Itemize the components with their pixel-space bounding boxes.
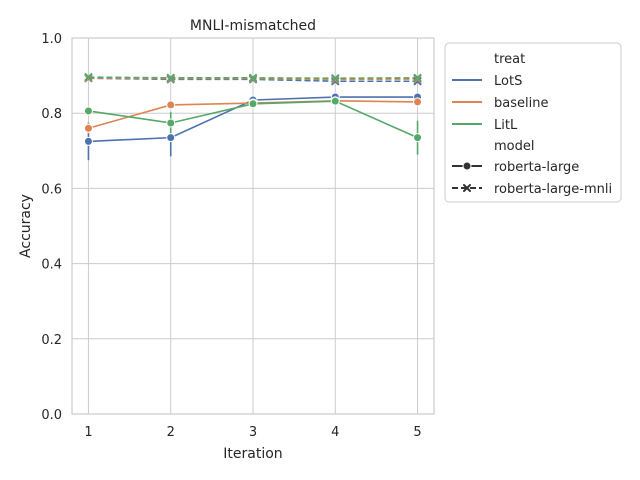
legend-treat-entries: LotS baseline LitL <box>452 74 548 133</box>
series-litl-roberta-large-point <box>83 106 93 116</box>
x-axis-label: Iteration <box>223 446 282 462</box>
series-litl-roberta-large-mnli-point-stroke <box>84 73 93 82</box>
legend-label-lots: LotS <box>494 74 522 89</box>
series-litl-roberta-large-mnli-point <box>249 73 257 82</box>
legend-label-baseline: baseline <box>494 96 548 111</box>
chart-title: MNLI-mismatched <box>190 18 316 34</box>
series-litl-roberta-large-point <box>330 96 340 106</box>
legend-marker-roberta-large-mnli-stroke <box>463 184 471 192</box>
tick-labels: 0.0 0.2 0.4 0.6 0.8 1.0 1 2 3 4 5 <box>41 32 421 440</box>
series-litl-roberta-large-mnli-point-stroke <box>413 73 422 82</box>
legend-model-entries: roberta-large roberta-large-mnli <box>452 160 612 197</box>
series-litl-roberta-large-point <box>248 99 258 109</box>
series-litl-roberta-large-point <box>166 118 176 128</box>
x-tick-label: 3 <box>249 425 257 440</box>
x-tick-label: 5 <box>413 425 421 440</box>
y-tick-label: 0.8 <box>41 107 62 122</box>
y-tick-label: 0.4 <box>41 258 62 273</box>
series-baseline-roberta-large-point <box>83 123 93 133</box>
series-litl-roberta-large-mnli-point-stroke <box>166 73 175 82</box>
legend: treat LotS baseline LitL model roberta-lar… <box>444 42 622 203</box>
y-tick-label: 0.6 <box>41 182 62 197</box>
series-baseline-roberta-large-point <box>166 100 176 110</box>
y-tick-label: 0.0 <box>41 408 62 423</box>
series-litl-roberta-large-mnli-point <box>331 74 340 83</box>
legend-label-roberta-large-mnli: roberta-large-mnli <box>494 182 612 197</box>
legend-label-roberta-large: roberta-large <box>494 160 579 175</box>
series-lots-roberta-large-point <box>83 136 93 146</box>
y-tick-label: 0.2 <box>41 333 62 348</box>
y-axis-label: Accuracy <box>18 194 34 258</box>
legend-style-title: model <box>494 139 534 154</box>
plot-frame <box>71 37 435 415</box>
x-tick-label: 4 <box>331 425 339 440</box>
axes-spines <box>71 37 435 415</box>
series-lots-roberta-large-point <box>166 133 176 143</box>
series-litl-roberta-large-mnli-point <box>166 73 175 82</box>
series-litl-roberta-large-mnli-point-stroke <box>331 74 340 83</box>
x-tick-label: 2 <box>167 425 175 440</box>
x-tick-label: 1 <box>84 425 92 440</box>
series-litl-roberta-large-mnli-point <box>84 73 93 82</box>
series-litl-roberta-large-point <box>413 133 423 143</box>
series-markers <box>83 73 423 146</box>
y-tick-label: 1.0 <box>41 32 62 47</box>
legend-hue-title: treat <box>494 52 525 67</box>
legend-label-litl: LitL <box>494 118 518 133</box>
legend-marker-roberta-large-mnli <box>463 184 471 192</box>
series-litl-roberta-large-mnli-point-stroke <box>249 73 257 82</box>
series-baseline-roberta-large-point <box>413 97 423 107</box>
series-litl-roberta-large-mnli-point <box>413 73 422 82</box>
legend-marker-roberta-large <box>462 161 472 171</box>
legend-box <box>444 42 622 203</box>
